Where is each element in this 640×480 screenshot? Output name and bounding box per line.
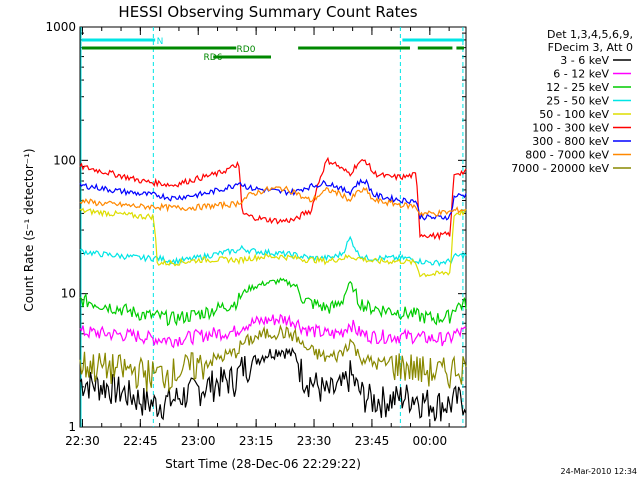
x-tick-label: 22:45 [123, 434, 158, 448]
legend-label: 3 - 6 keV [560, 54, 609, 67]
series-line-5 [79, 156, 467, 241]
legend-header: Det 1,3,4,5,6,9, [547, 28, 633, 41]
series-line-3 [79, 235, 467, 267]
series-line-2 [79, 277, 467, 327]
legend-label: 7000 - 20000 keV [511, 162, 609, 175]
series-line-6 [79, 178, 467, 221]
x-tick-label: 23:00 [181, 434, 216, 448]
x-axis-label: Start Time (28-Dec-06 22:29:22) [165, 457, 361, 471]
legend-label: 6 - 12 keV [553, 68, 609, 81]
series-line-1 [79, 313, 467, 349]
series-line-4 [79, 207, 467, 278]
legend-label: 800 - 7000 keV [525, 149, 609, 162]
legend-label: 12 - 25 keV [546, 81, 609, 94]
legend: Det 1,3,4,5,6,9,FDecim 3, Att 03 - 6 keV… [511, 28, 633, 175]
x-tick-label: 23:15 [239, 434, 274, 448]
x-tick-label: 00:00 [413, 434, 448, 448]
legend-label: 50 - 100 keV [539, 108, 609, 121]
legend-label: 300 - 800 keV [532, 135, 609, 148]
flag-label-rd0: RD0 [237, 45, 256, 55]
legend-label: 100 - 300 keV [532, 122, 609, 135]
x-tick-label: 22:30 [65, 434, 100, 448]
flag-label-n: N [157, 37, 164, 47]
x-tick-label: 23:45 [355, 434, 390, 448]
series-line-7 [79, 185, 467, 217]
series-line-8 [79, 324, 467, 393]
date-stamp: 24-Mar-2010 12:34 [561, 467, 638, 476]
series-line-0 [79, 346, 467, 422]
legend-header: FDecim 3, Att 0 [548, 41, 633, 54]
chart-title: HESSI Observing Summary Count Rates [118, 3, 417, 21]
x-tick-label: 23:30 [297, 434, 332, 448]
y-tick-label: 10 [61, 287, 76, 301]
y-tick-label: 1000 [45, 20, 76, 34]
y-tick-label: 100 [53, 153, 76, 167]
plot-area: 1 10 100 1000 22:30 22:45 23:00 23:15 23:30 23:45… [45, 20, 467, 448]
y-tick-label: 1 [68, 420, 76, 434]
legend-label: 25 - 50 keV [546, 95, 609, 108]
plot-frame [79, 26, 467, 428]
y-axis-label: Count Rate (s⁻¹ detector⁻¹) [22, 148, 36, 311]
flag-label-rd6: RD6 [204, 53, 223, 63]
